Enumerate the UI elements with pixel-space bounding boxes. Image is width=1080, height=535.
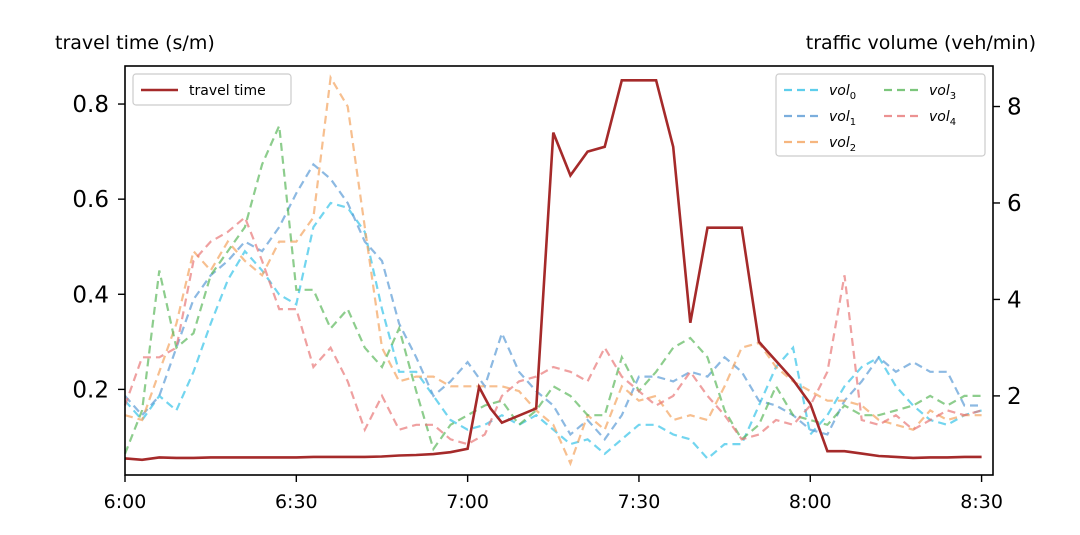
left-y-tick-label: 0.4 — [72, 282, 109, 308]
left-y-tick-label: 0.6 — [72, 187, 109, 213]
right-y-tick-label: 4 — [1007, 287, 1022, 313]
right-y-tick-label: 6 — [1007, 191, 1022, 217]
legend-label-vol1: vol1 — [829, 109, 856, 128]
legend-box — [132, 73, 292, 106]
travel-time-legend: travel time — [132, 73, 292, 106]
left-y-tick-label: 0.8 — [72, 92, 109, 118]
x-tick-label: 6:30 — [275, 491, 318, 513]
x-tick-label: 8:30 — [960, 491, 1003, 513]
series-line-vol1 — [124, 162, 982, 442]
series-line-vol3 — [123, 121, 982, 455]
travel-time-series-group — [124, 79, 982, 462]
right-y-tick-label: 8 — [1007, 95, 1022, 121]
right-y-axis: 2 4 6 8 — [993, 95, 1022, 410]
left-axis-title: travel time (s/m) — [55, 32, 215, 54]
x-tick-label: 7:00 — [446, 491, 489, 513]
right-axis-title: traffic volume (veh/min) — [805, 32, 1036, 54]
legend-label-vol4: vol4 — [929, 109, 956, 128]
right-y-tick-label: 2 — [1007, 384, 1022, 410]
legend-label-vol2: vol2 — [829, 135, 856, 154]
x-tick-label: 8:00 — [789, 491, 832, 513]
volume-series-group — [123, 74, 982, 467]
x-tick-label: 6:00 — [104, 491, 147, 513]
series-line-vol2 — [124, 74, 982, 467]
series-line-vol4 — [123, 215, 982, 446]
legend-label-vol0: vol0 — [829, 83, 856, 102]
series-line-vol0 — [124, 201, 982, 461]
left-y-tick-label: 0.2 — [72, 377, 109, 403]
legend-label-travel-time: travel time — [189, 83, 266, 99]
x-axis: 6:00 6:30 7:00 7:30 8:00 8:30 — [104, 475, 1003, 513]
volume-legend: vol0 vol1 vol2 vol3 vol4 — [775, 73, 986, 157]
series-line-travel-time — [124, 79, 982, 462]
x-tick-label: 7:30 — [618, 491, 661, 513]
legend-box — [775, 73, 986, 157]
legend-label-vol3: vol3 — [929, 83, 956, 102]
plot-frame — [124, 65, 994, 476]
left-y-axis: 0.2 0.4 0.6 0.8 — [72, 92, 125, 403]
